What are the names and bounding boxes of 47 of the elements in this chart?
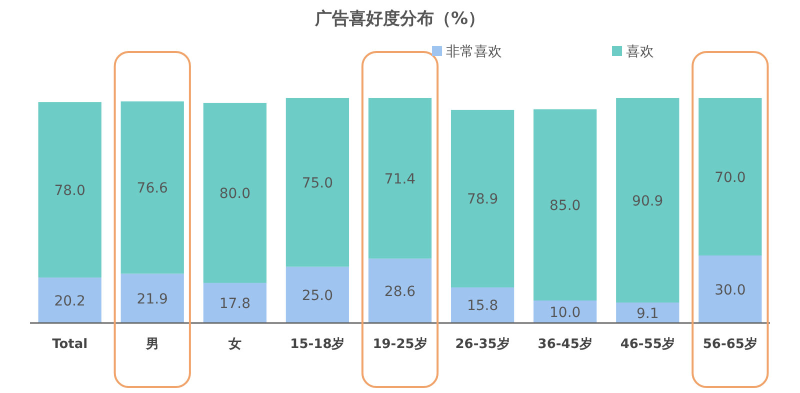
legend-label: 非常喜欢 [446,44,502,60]
data-label: 78.9 [466,192,498,208]
x-tick-label: 15-18岁 [290,337,345,352]
data-label: 30.0 [714,282,746,298]
bar [698,256,762,323]
data-label: 20.2 [54,293,86,310]
data-label: 76.6 [136,180,168,197]
data-label: 70.0 [714,170,746,186]
bar [120,101,184,274]
bar [286,98,350,267]
chart-title: 广告喜好度分布（%） [314,9,486,29]
bar [203,282,266,323]
x-tick-label: 19-25岁 [372,337,428,352]
x-tick-label: 女 [227,337,242,352]
bar [368,258,432,323]
bar [368,98,432,259]
data-label: 17.8 [219,296,250,312]
data-label: 85.0 [550,198,581,214]
x-tick-label: Total [52,337,88,352]
legend-label: 喜欢 [626,44,654,60]
x-tick-label: 男 [144,337,159,352]
data-label: 78.0 [54,182,86,199]
x-tick-label: 26-35岁 [455,337,510,352]
data-label: 21.9 [136,291,168,308]
data-label: 28.6 [384,284,416,300]
x-tick-label: 46-55岁 [620,337,675,352]
data-label: 15.8 [466,298,498,314]
x-tick-label: 36-45岁 [538,337,592,352]
bar [450,287,514,323]
data-label: 9.1 [636,306,659,322]
data-label: 71.4 [384,171,416,188]
data-label: 25.0 [302,288,334,304]
bar [120,274,184,323]
data-label: 10.0 [550,304,581,321]
bar [698,98,762,256]
bar [616,98,680,303]
bar [203,102,266,283]
bar [286,266,350,323]
x-tick-label: 56-65岁 [702,337,758,352]
bar [450,110,514,288]
bar [38,278,102,323]
data-label: 80.0 [219,186,250,202]
data-label: 90.9 [632,193,664,210]
data-label: 75.0 [302,175,334,192]
bar [616,302,680,323]
bar [38,102,102,278]
bar [534,109,597,300]
